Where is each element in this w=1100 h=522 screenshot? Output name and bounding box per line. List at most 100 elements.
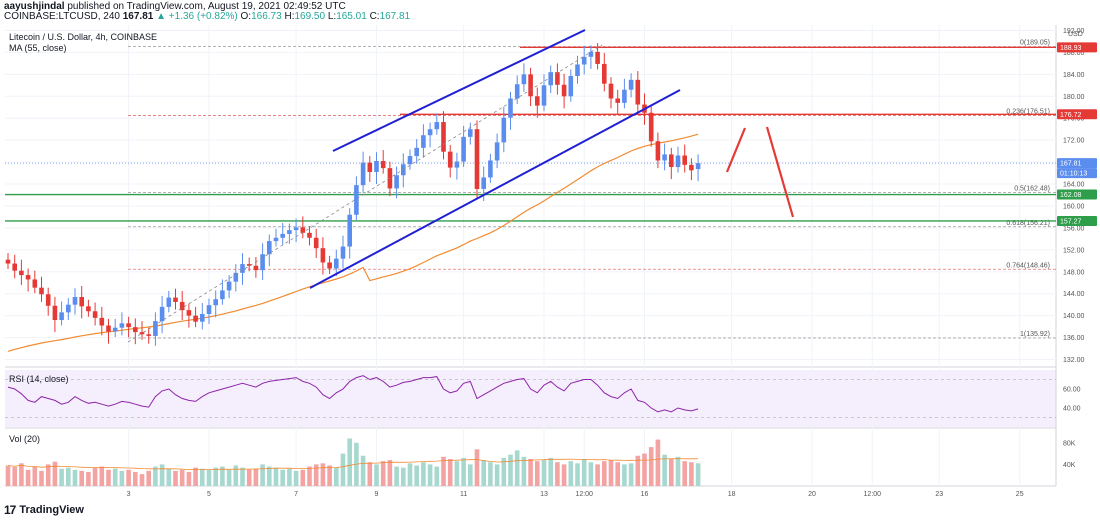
volume-bar[interactable] [86, 471, 91, 486]
volume-bar[interactable] [320, 463, 326, 486]
candle-body[interactable] [133, 327, 138, 333]
volume-bar[interactable] [635, 455, 641, 486]
volume-bar[interactable] [5, 465, 11, 486]
candle-body[interactable] [669, 154, 674, 168]
candle-body[interactable] [153, 321, 158, 336]
candle-body[interactable] [213, 299, 218, 306]
candle-body[interactable] [206, 305, 212, 314]
candle-body[interactable] [488, 160, 493, 178]
candle-body[interactable] [99, 317, 105, 326]
volume-bar[interactable] [52, 461, 58, 486]
candle-body[interactable] [494, 142, 500, 161]
projection-down-line[interactable] [765, 126, 795, 218]
volume-bar[interactable] [508, 454, 513, 486]
volume-bar[interactable] [340, 453, 346, 486]
candle-body[interactable] [246, 264, 252, 266]
volume-bar[interactable] [19, 463, 24, 486]
candle-body[interactable] [380, 161, 386, 169]
volume-bar[interactable] [414, 465, 419, 486]
volume-bar[interactable] [447, 459, 453, 486]
volume-bar[interactable] [99, 466, 105, 486]
candle-body[interactable] [588, 51, 594, 57]
candle-body[interactable] [146, 334, 151, 336]
volume-bar[interactable] [106, 469, 111, 486]
candle-body[interactable] [39, 287, 44, 295]
volume-bar[interactable] [72, 469, 78, 486]
candle-body[interactable] [25, 275, 31, 280]
candle-body[interactable] [575, 64, 580, 76]
candle-body[interactable] [434, 122, 440, 130]
candle-body[interactable] [12, 263, 17, 271]
volume-bar[interactable] [25, 469, 31, 486]
volume-bar[interactable] [200, 468, 205, 486]
candle-body[interactable] [548, 72, 553, 86]
volume-bar[interactable] [273, 467, 279, 486]
candle-body[interactable] [374, 161, 379, 172]
volume-bar[interactable] [474, 449, 480, 486]
volume-bar[interactable] [112, 468, 118, 486]
volume-bar[interactable] [246, 469, 252, 486]
candle-body[interactable] [293, 227, 299, 231]
volume-bar[interactable] [126, 469, 131, 486]
candle-body[interactable] [521, 74, 527, 85]
volume-bar[interactable] [622, 464, 627, 486]
volume-bar[interactable] [327, 465, 332, 486]
volume-bar[interactable] [575, 463, 580, 486]
volume-bar[interactable] [287, 468, 292, 486]
candle-body[interactable] [280, 233, 285, 238]
volume-bar[interactable] [535, 461, 540, 486]
volume-bar[interactable] [595, 464, 600, 486]
candle-body[interactable] [414, 147, 419, 157]
candle-body[interactable] [447, 151, 453, 168]
candle-body[interactable] [273, 237, 279, 242]
candle-body[interactable] [648, 112, 654, 142]
candle-body[interactable] [662, 154, 667, 161]
candle-body[interactable] [112, 327, 118, 332]
candle-body[interactable] [682, 155, 687, 165]
volume-bar[interactable] [233, 465, 239, 486]
candle-body[interactable] [608, 83, 614, 99]
candle-body[interactable] [126, 323, 131, 328]
volume-bar[interactable] [206, 469, 212, 486]
candle-body[interactable] [233, 272, 239, 282]
volume-bar[interactable] [66, 467, 71, 486]
tradingview-footer[interactable]: 17 TradingView [4, 503, 84, 517]
volume-bar[interactable] [260, 464, 265, 486]
candle-body[interactable] [367, 162, 373, 172]
candle-body[interactable] [407, 156, 413, 165]
candle-body[interactable] [501, 117, 507, 143]
volume-bar[interactable] [615, 462, 620, 486]
candle-body[interactable] [45, 294, 51, 306]
candle-body[interactable] [186, 310, 192, 316]
candle-body[interactable] [5, 259, 11, 264]
symbol-name[interactable]: COINBASE:LTCUSD, 240 [4, 11, 120, 22]
volume-bar[interactable] [213, 467, 218, 486]
volume-bar[interactable] [514, 450, 520, 486]
volume-bar[interactable] [434, 466, 440, 486]
candle-body[interactable] [19, 270, 24, 276]
author-name[interactable]: aayushjindal [4, 1, 65, 12]
volume-bar[interactable] [669, 459, 674, 486]
volume-bar[interactable] [253, 468, 259, 486]
volume-bar[interactable] [347, 438, 352, 486]
volume-bar[interactable] [555, 462, 560, 486]
volume-bar[interactable] [32, 466, 38, 486]
candle-body[interactable] [689, 164, 694, 171]
candle-body[interactable] [226, 281, 232, 291]
volume-bar[interactable] [608, 460, 614, 486]
volume-bar[interactable] [581, 459, 587, 486]
candle-body[interactable] [200, 314, 205, 322]
candle-body[interactable] [313, 237, 319, 249]
chart-canvas[interactable]: 0(189.05) 0.236(176.51) 0.5(162.48) 0.618(1… [0, 22, 1100, 500]
volume-bar[interactable] [193, 467, 198, 486]
candle-body[interactable] [481, 177, 486, 189]
candle-body[interactable] [675, 155, 681, 168]
candle-body[interactable] [535, 96, 540, 106]
volume-bar[interactable] [220, 466, 225, 486]
volume-bar[interactable] [541, 460, 547, 486]
volume-bar[interactable] [662, 454, 667, 486]
candle-body[interactable] [421, 135, 426, 148]
candle-body[interactable] [79, 297, 84, 307]
volume-bar[interactable] [334, 467, 339, 486]
volume-bar[interactable] [501, 457, 507, 486]
